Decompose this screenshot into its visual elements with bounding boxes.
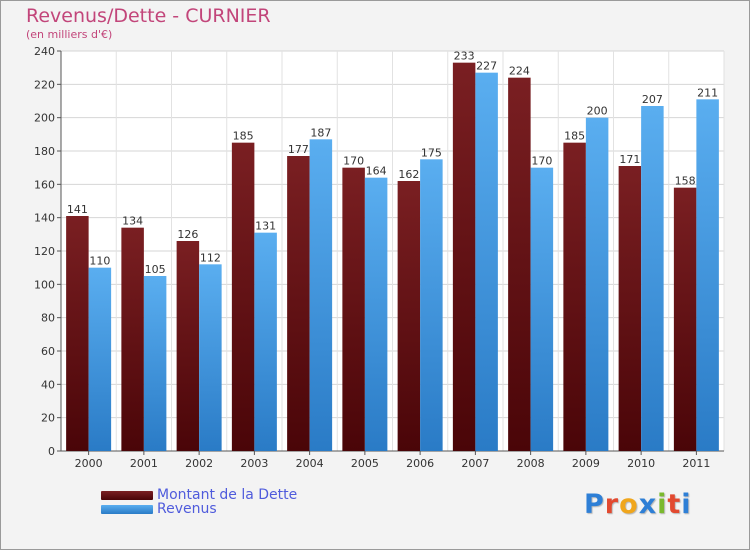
data-label: 158 [675, 175, 696, 188]
bar-debt [176, 241, 200, 451]
bar-revenue [309, 139, 333, 452]
x-tick-label: 2004 [296, 457, 324, 470]
data-label: 131 [255, 220, 276, 233]
x-tick-label: 2000 [75, 457, 103, 470]
y-tick-label: 80 [41, 312, 55, 325]
chart-subtitle: (en milliers d'€) [26, 28, 113, 41]
bar-revenue [585, 117, 609, 452]
data-label: 170 [343, 155, 364, 168]
data-label: 175 [421, 146, 442, 159]
bar-debt [563, 142, 586, 451]
logo-letter: P [584, 489, 605, 520]
logo-letter: o [619, 489, 639, 520]
axes: 0 20 40 60 80 100 120 140 160 180 200 220 240 2000 200… [34, 45, 724, 470]
data-label: 126 [177, 228, 198, 241]
y-tick-label: 40 [41, 378, 55, 391]
bar-revenue [199, 264, 222, 451]
x-tick-label: 2011 [682, 457, 710, 470]
bar-debt [618, 166, 642, 451]
bar-revenue [420, 159, 443, 452]
legend-item-debt: Montant de la Dette [101, 487, 297, 503]
data-label: 112 [200, 251, 221, 264]
y-tick-label: 0 [48, 445, 55, 458]
bar-revenue [254, 232, 277, 451]
y-tick-label: 140 [34, 212, 55, 225]
bar-revenue [696, 99, 719, 451]
bar-debt [673, 187, 697, 451]
data-label: 200 [587, 105, 608, 118]
x-tick-label: 2006 [406, 457, 434, 470]
y-tick-label: 100 [34, 278, 55, 291]
bar-debt [66, 216, 89, 451]
legend-item-revenue: Revenus [101, 501, 217, 517]
data-label: 177 [288, 143, 309, 156]
data-label: 170 [531, 155, 552, 168]
data-label: 233 [454, 50, 475, 63]
bar-debt [231, 142, 255, 451]
logo-letter: x [638, 489, 658, 520]
bar-revenue [641, 106, 664, 451]
y-tick-label: 200 [34, 112, 55, 125]
data-label: 224 [509, 65, 530, 78]
bar-revenue [143, 276, 167, 451]
data-label: 185 [564, 130, 585, 143]
y-tick-label: 60 [41, 345, 55, 358]
data-label: 141 [67, 203, 88, 216]
y-tick-label: 160 [34, 178, 55, 191]
y-tick-label: 240 [34, 45, 55, 58]
bar-debt [452, 62, 476, 452]
bar-debt [287, 156, 310, 451]
bars [66, 62, 719, 452]
y-tick-label: 120 [34, 245, 55, 258]
legend-swatch-revenue [101, 504, 153, 514]
proxiti-logo: Proxiti [584, 489, 692, 520]
bar-debt [121, 227, 144, 451]
bar-revenue [475, 72, 498, 452]
bar-debt [342, 167, 365, 451]
data-label: 110 [89, 255, 110, 268]
x-tick-label: 2008 [517, 457, 545, 470]
bar-revenue [364, 177, 388, 451]
x-tick-label: 2009 [572, 457, 600, 470]
bar-revenue [530, 167, 554, 451]
data-label: 211 [697, 86, 718, 99]
data-label: 162 [398, 168, 419, 181]
legend-label-revenue: Revenus [157, 501, 217, 517]
x-tick-label: 2001 [130, 457, 158, 470]
bar-revenue [88, 267, 112, 451]
bar-debt [508, 77, 531, 452]
x-tick-label: 2005 [351, 457, 379, 470]
data-label: 105 [145, 263, 166, 276]
data-label: 185 [233, 130, 254, 143]
bar-debt [397, 181, 421, 451]
data-label: 164 [366, 165, 387, 178]
data-label: 227 [476, 60, 497, 73]
data-label: 187 [310, 126, 331, 139]
legend-swatch-debt [101, 490, 153, 500]
logo-letter: i [681, 489, 692, 520]
logo-letter: i [657, 489, 668, 520]
x-tick-label: 2003 [240, 457, 268, 470]
data-label: 171 [619, 153, 640, 166]
gridlines [60, 50, 725, 452]
logo-letter: r [604, 489, 620, 520]
x-tick-label: 2007 [461, 457, 489, 470]
legend-label-debt: Montant de la Dette [157, 487, 298, 503]
y-tick-label: 20 [41, 412, 55, 425]
data-label: 207 [642, 93, 663, 106]
logo-letter: t [667, 489, 682, 520]
x-tick-label: 2010 [627, 457, 655, 470]
chart-title: Revenus/Dette - CURNIER [26, 5, 271, 27]
data-label: 134 [122, 215, 143, 228]
x-tick-label: 2002 [185, 457, 213, 470]
y-tick-label: 220 [34, 78, 55, 91]
y-tick-label: 180 [34, 145, 55, 158]
